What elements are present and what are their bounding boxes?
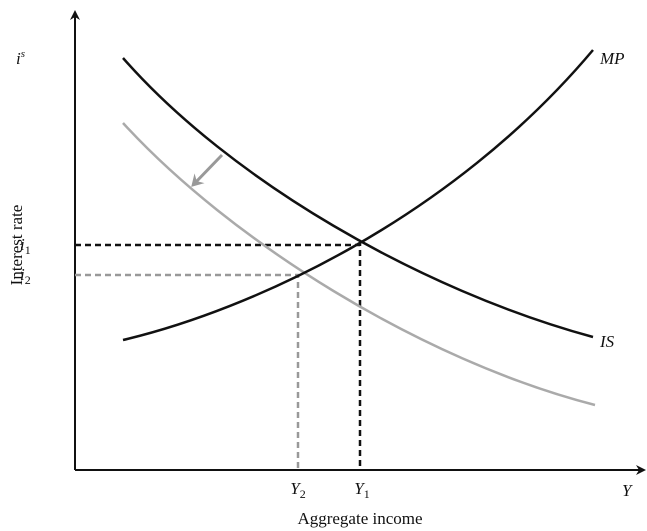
y-title: Interest rate	[7, 205, 26, 286]
equilibrium-1-guide	[75, 243, 362, 470]
equilibrium-2-guide	[75, 273, 300, 470]
y-label: i1	[20, 235, 31, 257]
y-label: is	[16, 48, 25, 68]
mp-curve	[122, 49, 594, 342]
is-shifted-curve	[122, 122, 596, 407]
curve-label: IS	[599, 332, 615, 351]
y-label: i2	[20, 265, 31, 287]
is-curve	[122, 57, 594, 339]
x-label: Y1	[354, 479, 369, 501]
shift-arrow	[191, 153, 224, 187]
curve-label: MP	[599, 49, 625, 68]
x-label: Y2	[290, 479, 305, 501]
x-title: Aggregate income	[297, 509, 422, 528]
x-symbol: Y	[622, 481, 633, 500]
